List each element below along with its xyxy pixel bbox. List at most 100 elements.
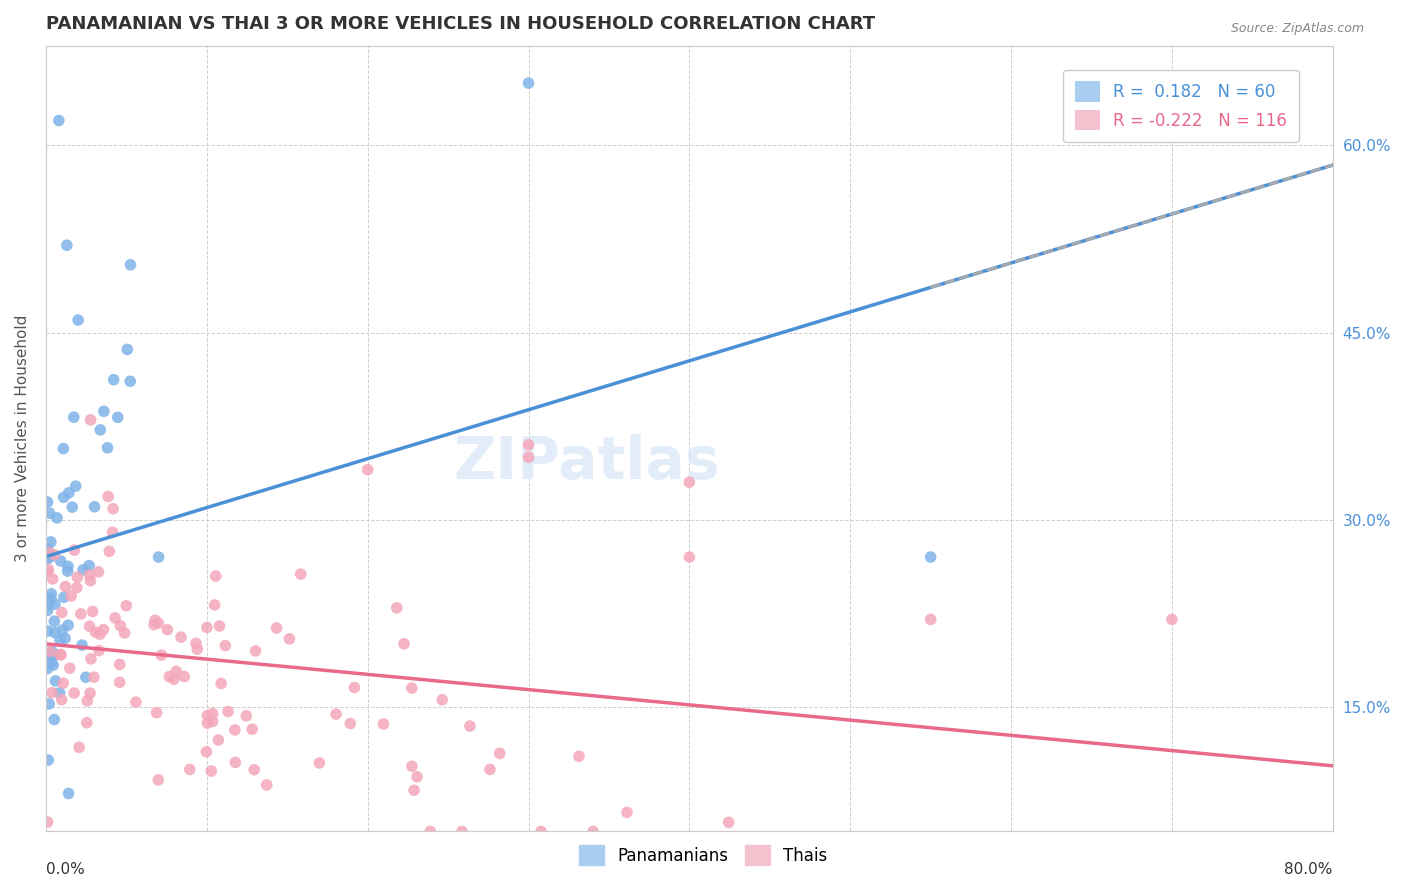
Point [163, 672, 186, 686]
Point [432, 692, 454, 706]
Point [392, 637, 415, 651]
Point [38, 545, 60, 559]
Point [84, 625, 107, 640]
Point [38, 697, 60, 711]
Point [920, 549, 942, 564]
Point [201, 714, 224, 729]
Point [96, 441, 118, 455]
Point [39, 644, 62, 658]
Point [93, 404, 115, 418]
Point [245, 644, 267, 658]
Point [103, 373, 125, 387]
Point [79, 619, 101, 633]
Point [235, 708, 257, 723]
Text: 0.0%: 0.0% [46, 862, 84, 877]
Point [79, 686, 101, 700]
Point [39, 648, 62, 663]
Point [76, 694, 98, 708]
Point [37, 495, 59, 509]
Point [37, 551, 59, 566]
Point [48, 686, 70, 700]
Point [67, 313, 90, 327]
Point [37, 541, 59, 556]
Point [173, 669, 195, 683]
Point [39, 549, 62, 564]
Point [51, 692, 73, 706]
Point [478, 763, 501, 777]
Point [419, 824, 441, 838]
Point [373, 717, 395, 731]
Point [49, 554, 72, 568]
Point [56, 564, 79, 578]
Point [49, 633, 72, 648]
Point [101, 525, 124, 540]
Point [125, 695, 148, 709]
Point [582, 824, 605, 838]
Point [39, 535, 62, 549]
Point [37, 603, 59, 617]
Point [148, 772, 170, 787]
Point [402, 783, 425, 797]
Point [66, 581, 89, 595]
Point [266, 621, 288, 635]
Point [717, 815, 740, 830]
Point [41, 572, 63, 586]
Point [80, 652, 103, 666]
Point [530, 824, 553, 838]
Point [195, 620, 218, 634]
Point [224, 756, 246, 770]
Point [204, 598, 226, 612]
Point [51, 623, 73, 637]
Point [75, 670, 97, 684]
Point [77, 558, 100, 573]
Point [339, 716, 361, 731]
Point [46, 511, 69, 525]
Point [37, 753, 59, 767]
Point [343, 681, 366, 695]
Point [184, 636, 207, 650]
Point [37, 563, 59, 577]
Point [66, 570, 89, 584]
Point [148, 616, 170, 631]
Point [79, 574, 101, 588]
Point [156, 623, 179, 637]
Point [38, 506, 60, 520]
Point [56, 238, 79, 252]
Point [83, 670, 105, 684]
Point [217, 705, 239, 719]
Point [243, 763, 266, 777]
Point [1161, 612, 1184, 626]
Point [41, 587, 63, 601]
Point [197, 716, 219, 731]
Point [44, 614, 66, 628]
Point [53, 632, 76, 646]
Point [44, 713, 66, 727]
Point [143, 617, 166, 632]
Point [65, 479, 87, 493]
Text: ZIPatlas: ZIPatlas [453, 434, 720, 491]
Point [72, 563, 94, 577]
Point [37, 598, 59, 612]
Point [308, 756, 330, 770]
Point [117, 343, 139, 357]
Point [37, 624, 59, 638]
Point [568, 749, 591, 764]
Legend: Panamanians, Thais: Panamanians, Thais [572, 838, 834, 872]
Point [256, 778, 278, 792]
Point [52, 491, 75, 505]
Point [114, 626, 136, 640]
Point [145, 706, 167, 720]
Point [195, 745, 218, 759]
Point [53, 580, 76, 594]
Point [44, 673, 66, 688]
Point [616, 805, 638, 820]
Point [150, 648, 173, 662]
Y-axis label: 3 or more Vehicles in Household: 3 or more Vehicles in Household [15, 315, 30, 562]
Point [44, 548, 66, 562]
Point [83, 500, 105, 514]
Point [97, 490, 120, 504]
Point [278, 632, 301, 646]
Point [120, 258, 142, 272]
Point [201, 706, 224, 721]
Point [37, 662, 59, 676]
